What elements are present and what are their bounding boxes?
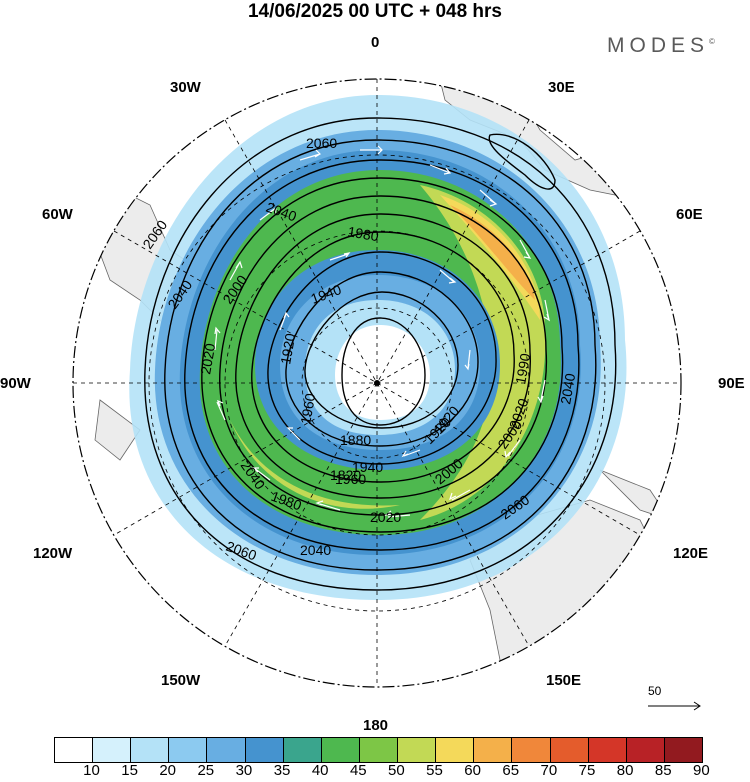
colorbar-tick-label: 50 <box>388 762 405 779</box>
colorbar-swatch <box>320 737 360 763</box>
colorbar-swatch <box>358 737 399 763</box>
colorbar-tick-label: 70 <box>540 762 558 779</box>
colorbar-swatch <box>473 737 513 763</box>
lon-label-120e: 120E <box>673 545 709 562</box>
colorbar-swatch <box>587 737 627 763</box>
map-boundary <box>72 78 682 688</box>
contour-label: 1820 <box>330 467 361 483</box>
modes-logo: MODES© <box>607 34 715 57</box>
contour-label: 1960 <box>297 392 318 426</box>
colorbar-swatch <box>130 737 170 763</box>
colorbar-swatch <box>54 737 94 763</box>
colorbar-tick-label: 65 <box>502 762 520 779</box>
contour-label: 2040 <box>557 372 578 406</box>
lon-label-180: 180 <box>363 717 389 734</box>
contour-label: 1980 <box>346 223 380 244</box>
colorbar-tick-label: 35 <box>273 762 291 779</box>
colorbar-tick-label: 85 <box>654 762 672 779</box>
contour-label: 1920 <box>277 332 298 366</box>
colorbar-swatch <box>397 737 437 763</box>
lon-label-30e: 30E <box>548 79 575 96</box>
lon-label-90e: 90E <box>718 375 745 392</box>
contour-label: 1960 <box>335 471 366 487</box>
colorbar-tick-label: 75 <box>578 762 596 779</box>
lon-label-0: 0 <box>371 34 380 51</box>
chart-title: 14/06/2025 00 UTC + 048 hrs <box>247 1 503 22</box>
contour-label: 2060 <box>306 135 337 151</box>
colorbar-swatch <box>549 737 589 763</box>
colorbar-tick-label: 15 <box>121 762 138 779</box>
wind-vectors <box>214 145 551 518</box>
colorbar-swatch <box>244 737 284 763</box>
pole-marker <box>374 380 380 386</box>
lon-label-60w: 60W <box>42 206 73 223</box>
lon-label-150e: 150E <box>546 672 582 689</box>
colorbar-swatch <box>435 737 475 763</box>
colorbar-tick-label: 80 <box>616 762 634 779</box>
contour-label: 2040 <box>300 542 331 558</box>
contour-label: 2020 <box>197 342 218 376</box>
wind-speed-shading <box>129 95 627 600</box>
lon-label-90w: 90W <box>0 375 31 392</box>
colorbar-tick-label: 20 <box>159 762 177 779</box>
colorbar-swatch <box>168 737 208 763</box>
colorbar-swatch <box>206 737 246 763</box>
colorbar-swatch <box>625 737 665 763</box>
colorbar-tick-label: 40 <box>311 762 329 779</box>
contour-label: 1990 <box>512 352 533 386</box>
colorbar-tick-label: 10 <box>83 762 100 779</box>
lon-label-60e: 60E <box>676 206 703 223</box>
contour-label: 2020 <box>370 509 401 525</box>
colorbar-tick-label: 90 <box>693 762 710 779</box>
contour-label: 1940 <box>352 459 383 475</box>
colorbar-tick-label: 55 <box>426 762 443 779</box>
lon-label-30w: 30W <box>170 79 201 96</box>
contour-label: 1880 <box>340 432 371 448</box>
colorbar-tick-label: 45 <box>349 762 367 779</box>
colorbar-tick-label: 60 <box>464 762 481 779</box>
colorbar-tick-label: 25 <box>197 762 215 779</box>
colorbar-tick-label: 30 <box>235 762 253 779</box>
lon-label-150w: 150W <box>161 672 201 689</box>
colorbar-swatch <box>663 737 703 763</box>
colorbar-swatch <box>282 737 322 763</box>
colorbar-swatch <box>92 737 132 763</box>
lon-label-120w: 120W <box>33 545 73 562</box>
colorbar-swatch <box>511 737 551 763</box>
reference-vector-label: 50 <box>648 684 662 698</box>
